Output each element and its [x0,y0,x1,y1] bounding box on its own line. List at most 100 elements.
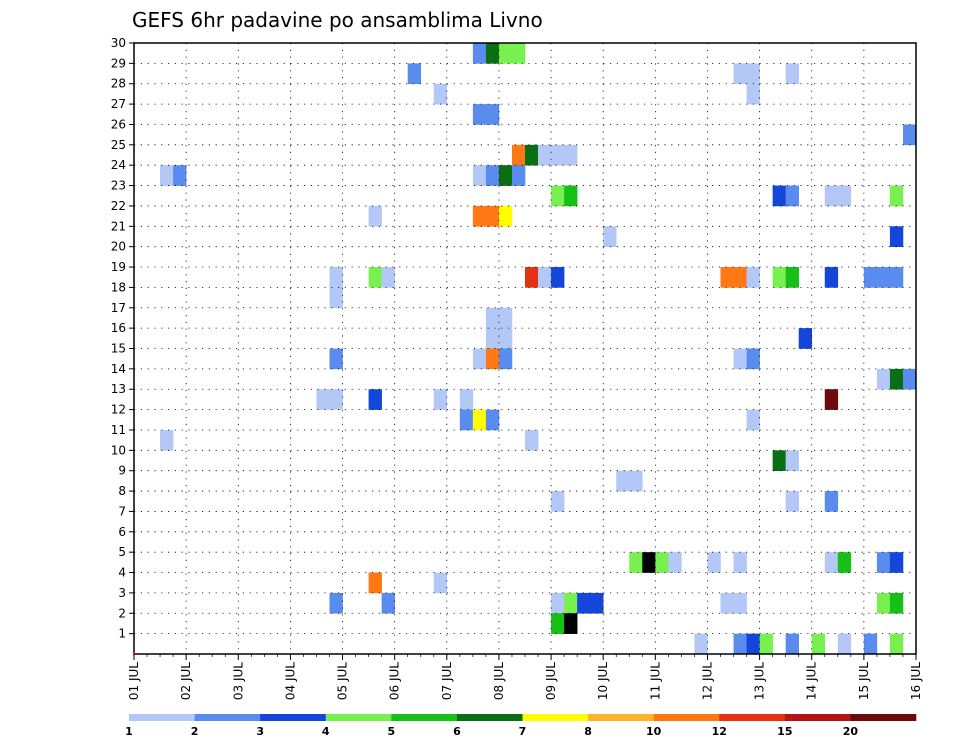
x-tick-label: 07 JUL [440,662,454,700]
legend-swatch [456,714,523,721]
heatmap-cell [511,165,526,186]
heatmap-cell [407,63,422,85]
y-tick-label: 24 [111,158,126,172]
heatmap-cell [433,572,448,594]
heatmap-cell [564,592,578,614]
heatmap-cell [876,267,891,288]
heatmap-cell [498,43,513,64]
y-tick-label: 6 [118,525,126,539]
heatmap-cell [381,592,395,614]
heatmap-cell [538,267,552,288]
heatmap-cell [485,104,500,125]
y-tick-label: 8 [118,484,126,498]
heatmap-cell [759,633,773,655]
x-tick-label: 06 JUL [388,662,402,700]
heatmap-cell [433,389,448,410]
x-tick-label: 15 JUL [857,662,871,700]
heatmap-cell [551,491,565,512]
x-tick-label: 02 JUL [179,662,193,700]
heatmap-cell [564,144,578,166]
heatmap-cell [837,633,852,655]
heatmap-cell [746,633,760,655]
heatmap-cell [551,592,565,614]
heatmap-cell [694,633,708,655]
heatmap-cell [590,592,604,614]
heatmap-cell [889,226,904,247]
y-tick-label: 2 [118,606,126,620]
y-tick-label: 20 [111,240,126,254]
heatmap-cell [329,348,343,370]
y-tick-label: 28 [111,77,126,91]
legend-swatch [194,714,261,721]
y-tick-label: 12 [111,403,126,417]
heatmap-cell [876,592,891,614]
heatmap-cell [498,328,513,349]
heatmap-cell [368,572,382,594]
y-tick-label: 9 [118,464,126,478]
y-tick-label: 1 [118,627,126,641]
heatmap-cell [603,226,617,247]
legend-label: 15 [777,725,792,738]
heatmap-cell [525,267,539,288]
x-tick-label: 05 JUL [336,662,350,700]
legend-swatch [719,714,786,721]
heatmap-cell [511,144,526,166]
heatmap-cells [160,43,917,655]
heatmap-cell [733,348,747,370]
x-tick-label: 13 JUL [753,662,767,700]
heatmap-cell [472,348,487,370]
y-tick-label: 22 [111,199,126,213]
heatmap-cell [876,552,891,573]
heatmap-cell [629,552,643,573]
heatmap-cell [472,409,487,431]
heatmap-cell [824,491,839,512]
y-tick-label: 14 [111,362,126,376]
legend-label: 4 [322,725,330,738]
legend-label: 2 [191,725,199,738]
heatmap-cell [459,389,474,410]
heatmap-cell [485,307,500,329]
heatmap-cell [472,43,487,64]
y-tick-label: 30 [111,36,126,50]
heatmap-cell [902,124,917,146]
heatmap-cell [551,267,565,288]
heatmap-cell [902,368,917,390]
heatmap-cell [889,592,904,614]
legend-label: 20 [843,725,859,738]
heatmap-cell [707,552,721,573]
y-axis: 1234567891011121314151617181920212223242… [111,36,134,641]
y-tick-label: 25 [111,138,126,152]
heatmap-cell [863,633,878,655]
heatmap-cell [498,165,513,186]
heatmap-cell [720,267,734,288]
legend-swatch [784,714,851,721]
heatmap-cell [316,389,330,410]
heatmap-cell [472,104,487,125]
y-tick-label: 10 [111,443,126,457]
y-tick-label: 15 [111,342,126,356]
x-tick-label: 10 JUL [596,662,610,700]
heatmap-cell [798,328,813,349]
heatmap-cell [498,307,513,329]
legend-swatch [260,714,327,721]
heatmap-cell [329,267,343,288]
legend-swatch [850,714,917,721]
heatmap-cell [160,165,174,186]
heatmap-cell [511,43,526,64]
heatmap-cell [785,267,799,288]
heatmap-cell [368,389,382,410]
heatmap-cell [368,205,382,227]
heatmap-cell [889,552,904,573]
legend-swatch [653,714,720,721]
x-tick-label: 08 JUL [492,662,506,700]
heatmap-cell [368,267,382,288]
x-tick-label: 01 JUL [127,662,141,700]
heatmap-cell [824,552,839,573]
y-tick-label: 13 [111,382,126,396]
x-tick-label: 04 JUL [283,662,297,700]
heatmap-cell [564,613,578,634]
heatmap-cell [629,470,643,492]
heatmap-cell [472,205,487,227]
heatmap-cell [538,144,552,166]
heatmap-cell [160,429,174,451]
